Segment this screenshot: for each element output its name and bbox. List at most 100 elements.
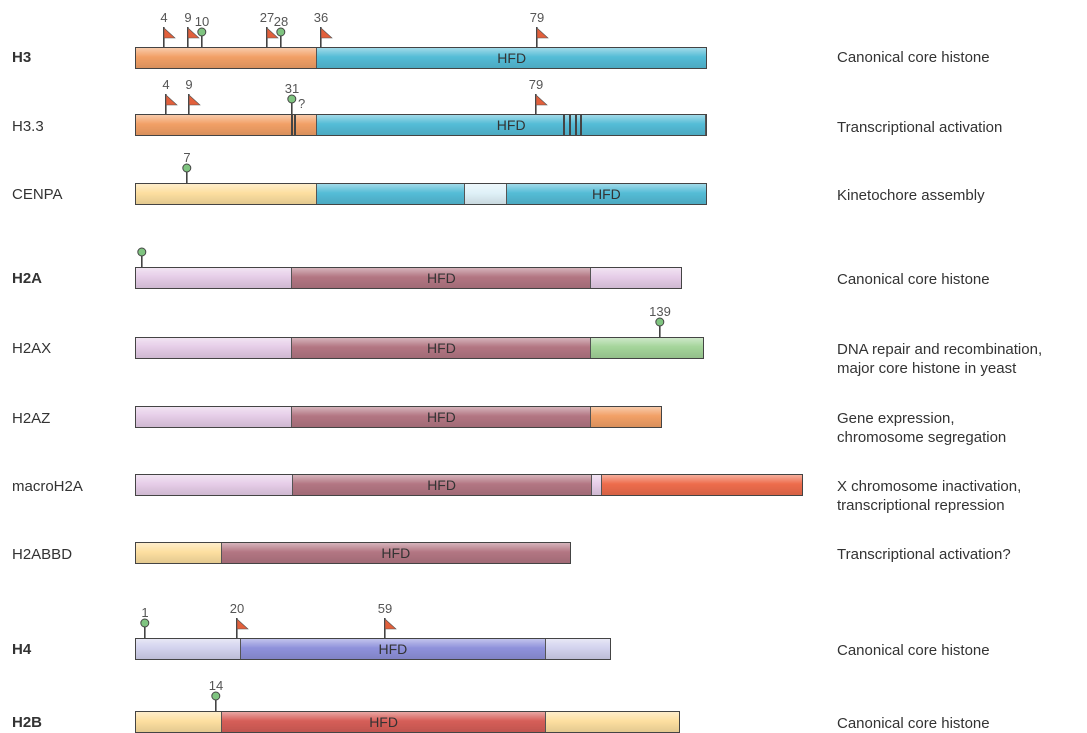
description-line: Canonical core histone xyxy=(837,49,990,66)
domain-segment xyxy=(591,268,681,288)
lollipop-marker-icon xyxy=(140,616,158,646)
row-description-h3-3: Transcriptional activation xyxy=(837,118,1002,137)
histone-bar-h2a: HFD xyxy=(135,267,682,289)
domain-stripe xyxy=(290,115,293,135)
residue-number: 9 xyxy=(185,77,193,92)
domain-segment xyxy=(136,639,241,659)
domain-segment xyxy=(546,712,679,732)
lollipop-icon xyxy=(276,27,286,47)
domain-segment xyxy=(136,115,318,135)
residue-number: 79 xyxy=(528,77,544,92)
flag-icon xyxy=(384,618,397,638)
residue-number: 4 xyxy=(162,77,170,92)
domain-segment xyxy=(591,475,602,495)
row-description-h4: Canonical core histone xyxy=(837,641,990,660)
domain-segment xyxy=(136,407,293,427)
lollipop-icon xyxy=(182,163,192,183)
hfd-label: HFD xyxy=(426,270,456,286)
lollipop-icon xyxy=(140,618,150,638)
hfd-domain: HFD xyxy=(292,407,592,427)
domain-segment xyxy=(591,338,703,358)
histone-bar-h4: HFD xyxy=(135,638,611,660)
residue-number: 59 xyxy=(377,601,393,616)
lollipop-marker-icon xyxy=(287,92,305,122)
flag-icon xyxy=(536,27,549,47)
row-description-h2b: Canonical core histone xyxy=(837,714,990,733)
hfd-domain: HFD xyxy=(292,268,592,288)
row-label-h2a: H2A xyxy=(12,270,43,287)
description-line: Transcriptional activation xyxy=(837,119,1003,136)
hfd-label: HFD xyxy=(497,50,527,66)
lollipop-icon xyxy=(137,247,147,267)
histone-bar-h2b: HFD xyxy=(135,711,680,733)
hfd-label: HFD xyxy=(591,186,621,202)
lollipop-icon xyxy=(287,94,297,114)
domain-segment xyxy=(591,407,661,427)
domain-segment xyxy=(136,338,293,358)
hfd-domain: HFD xyxy=(240,639,547,659)
domain-segment xyxy=(136,712,222,732)
residue-number: 4 xyxy=(160,10,168,25)
lollipop-icon xyxy=(197,27,207,47)
row-description-h2az: Gene expression, chromosome segregation xyxy=(837,409,1006,447)
row-label-h4: H4 xyxy=(12,641,32,658)
domain-stripe xyxy=(293,115,296,135)
hfd-label: HFD xyxy=(369,714,398,730)
histone-bar-macroh2a: HFD xyxy=(135,474,803,496)
description-line: transcriptional repression xyxy=(837,497,1005,514)
histone-bar-h2ax: HFD xyxy=(135,337,704,359)
residue-number: 27 xyxy=(259,10,275,25)
lollipop-icon xyxy=(655,317,665,337)
residue-number: 9 xyxy=(184,10,192,25)
domain-segment xyxy=(136,543,222,563)
description-line: Transcriptional activation? xyxy=(837,546,1011,563)
flag-marker-icon xyxy=(535,92,549,122)
hfd-label: HFD xyxy=(496,117,526,133)
row-description-macroh2a: X chromosome inactivation, transcriptiona… xyxy=(837,477,1021,515)
histone-bar-h2az: HFD xyxy=(135,406,662,428)
lollipop-icon xyxy=(211,691,221,711)
histone-bar-h3: HFD xyxy=(135,47,707,69)
residue-number: 139 xyxy=(649,304,671,319)
residue-number: 10 xyxy=(194,14,210,29)
flag-icon xyxy=(535,94,548,114)
flag-icon xyxy=(188,94,201,114)
residue-number: 1 xyxy=(141,605,149,620)
domain-segment xyxy=(464,184,507,204)
row-label-cenpa: CENPA xyxy=(12,186,63,203)
hfd-domain: HFD xyxy=(317,115,706,135)
lollipop-marker-icon xyxy=(182,161,200,191)
flag-marker-icon xyxy=(320,25,334,55)
row-label-h2b: H2B xyxy=(12,714,43,731)
residue-number: 14 xyxy=(208,678,224,693)
flag-icon xyxy=(187,27,200,47)
row-description-h2ax: DNA repair and recombination, major core … xyxy=(837,340,1042,378)
flag-icon xyxy=(266,27,279,47)
residue-number: 36 xyxy=(313,10,329,25)
domain-segment xyxy=(601,475,802,495)
row-description-h3: Canonical core histone xyxy=(837,48,990,67)
histone-bar-h3-3: HFD xyxy=(135,114,707,136)
flag-marker-icon xyxy=(536,25,550,55)
histone-bar-cenpa: HFD xyxy=(135,183,707,205)
flag-icon xyxy=(163,27,176,47)
flag-marker-icon xyxy=(236,616,250,646)
row-description-cenpa: Kinetochore assembly xyxy=(837,186,985,205)
domain-segment xyxy=(136,475,293,495)
description-line: chromosome segregation xyxy=(837,429,1007,446)
hfd-domain: HFD xyxy=(221,543,570,563)
row-label-h2az: H2AZ xyxy=(12,410,51,427)
hfd-domain: HFD xyxy=(292,338,592,358)
domain-stripe xyxy=(574,115,577,135)
row-description-h2abbd: Transcriptional activation? xyxy=(837,545,1011,564)
row-label-macroh2a: macroH2A xyxy=(12,478,83,495)
hfd-domain: HFD xyxy=(317,48,706,68)
hfd-label: HFD xyxy=(381,545,411,561)
description-line: Canonical core histone xyxy=(837,642,990,659)
hfd-domain: HFD xyxy=(292,475,592,495)
histone-bar-h2abbd: HFD xyxy=(135,542,571,564)
flag-icon xyxy=(236,618,249,638)
lollipop-marker-icon xyxy=(137,245,155,275)
lollipop-marker-icon xyxy=(655,315,673,345)
residue-number: 7 xyxy=(183,150,191,165)
